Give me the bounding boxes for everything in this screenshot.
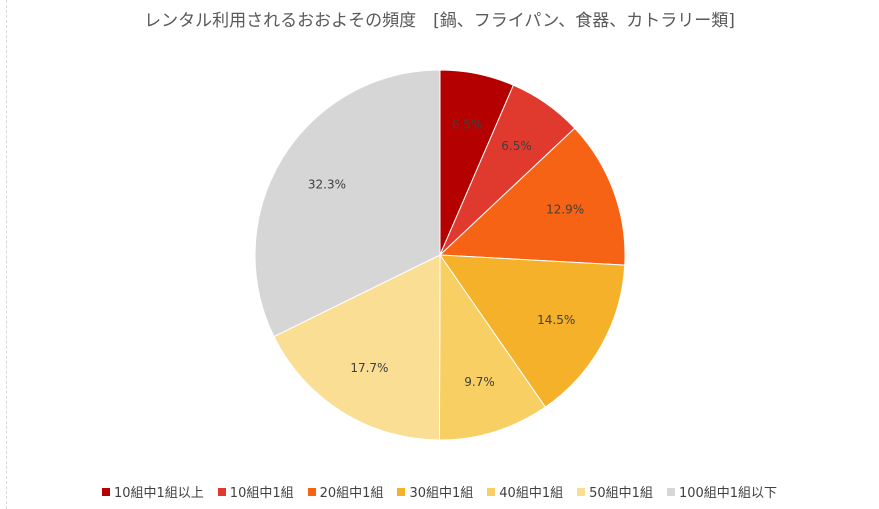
data-label-4: 14.5% <box>537 313 575 327</box>
data-label-6: 17.7% <box>350 361 388 375</box>
legend-label: 100組中1組以下 <box>678 486 778 501</box>
legend-item-7: 100組中1組以下 <box>666 482 778 501</box>
data-label-2: 6.5% <box>501 139 532 153</box>
panel-edge <box>6 0 7 509</box>
legend-swatch <box>397 487 406 496</box>
legend-label: 10組中1組以上 <box>113 486 204 501</box>
legend-item-1: 10組中1組以上 <box>101 482 204 501</box>
data-label-3: 12.9% <box>546 202 584 216</box>
legend-swatch <box>577 487 586 496</box>
legend-swatch <box>101 487 110 496</box>
legend-swatch <box>487 487 496 496</box>
legend-label: 30組中1組 <box>409 486 474 501</box>
pie-slice-6 <box>273 254 441 441</box>
legend-label: 20組中1組 <box>319 486 384 501</box>
legend: 10組中1組以上 10組中1組 20組中1組 30組中1組 40組中1組 50組中1組 10… <box>0 482 879 501</box>
legend-item-3: 20組中1組 <box>307 482 384 501</box>
legend-swatch <box>666 487 675 496</box>
legend-item-6: 50組中1組 <box>577 482 653 501</box>
legend-swatch <box>217 487 226 496</box>
pie-slice-7 <box>254 69 441 338</box>
legend-label: 10組中1組 <box>229 486 294 501</box>
pie-slice-3 <box>438 127 626 266</box>
pie-slice-4 <box>439 254 626 408</box>
legend-swatch <box>307 487 316 496</box>
pie-slice-5 <box>438 253 547 441</box>
legend-item-2: 10組中1組 <box>217 482 294 501</box>
legend-label: 50組中1組 <box>589 486 653 501</box>
data-label-1: 6.5% <box>452 118 483 132</box>
legend-item-5: 40組中1組 <box>487 482 563 501</box>
data-label-7: 32.3% <box>308 178 346 192</box>
data-label-5: 9.7% <box>464 375 495 389</box>
chart-title: レンタル利用されるおおよその頻度 [鍋、フライパン、食器、カトラリー類] <box>144 11 735 31</box>
legend-item-4: 30組中1組 <box>397 482 473 501</box>
legend-label: 40組中1組 <box>499 486 564 501</box>
